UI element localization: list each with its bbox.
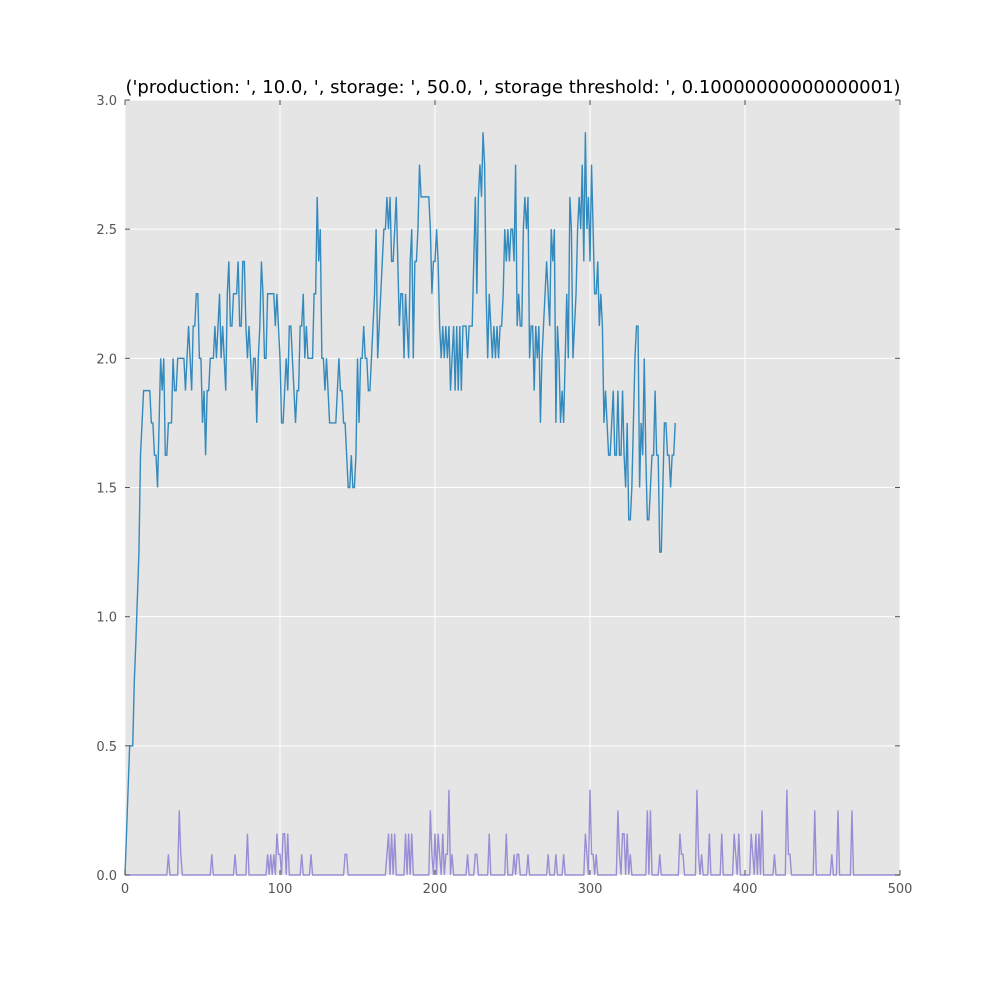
x-tick-label: 200 xyxy=(423,882,448,897)
y-tick-label: 0.0 xyxy=(96,869,117,884)
series-line-lower xyxy=(125,789,900,876)
x-tick-label: 300 xyxy=(578,882,603,897)
y-tick-label: 3.0 xyxy=(96,94,117,109)
y-tick-label: 0.5 xyxy=(96,740,117,755)
y-tick-label: 2.5 xyxy=(96,223,117,238)
series-line-upper xyxy=(124,132,676,876)
x-tick-label: 100 xyxy=(268,882,293,897)
y-tick-label: 1.0 xyxy=(96,611,117,626)
x-tick-label: 500 xyxy=(888,882,913,897)
y-tick-label: 2.0 xyxy=(96,352,117,367)
axis-ticks: 0 100 200 300 400 500 0.0 0.5 1.0 1.5 2.0 2.5 3.0 xyxy=(96,94,912,897)
x-tick-label: 400 xyxy=(733,882,758,897)
series-group xyxy=(124,132,900,876)
y-tick-label: 1.5 xyxy=(96,482,117,497)
chart-title: ('production: ', 10.0, ', storage: ', 50… xyxy=(125,77,900,98)
grid xyxy=(124,99,901,876)
x-tick-label: 0 xyxy=(121,882,129,897)
